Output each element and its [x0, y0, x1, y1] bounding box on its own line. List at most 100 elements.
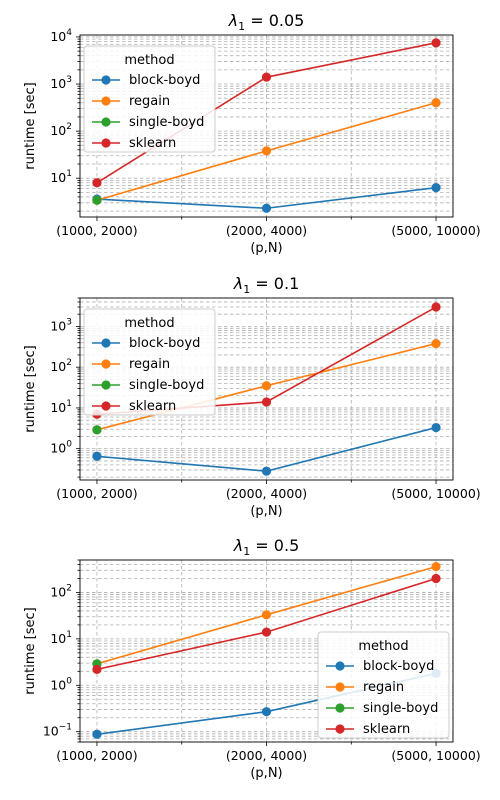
axes-frame: [79, 559, 454, 743]
chart-panel-3: (1000, 2000) (2000, 4000) (5000, 10000)10−…: [23, 536, 481, 781]
legend-marker: [101, 138, 111, 148]
title-subscript: 1: [243, 545, 250, 558]
legend-title: method: [124, 316, 174, 331]
y-tick-exponent: 3: [66, 317, 72, 327]
legend-box: [83, 45, 216, 153]
legend-marker: [101, 75, 111, 85]
x-tick-label: (2000, 4000): [226, 486, 307, 501]
y-axis-label: runtime [sec]: [23, 82, 38, 169]
legend-box: [317, 631, 450, 739]
data-point: [261, 466, 272, 476]
y-tick-label: 104: [50, 28, 72, 44]
y-tick-base: 10: [43, 724, 59, 739]
chart-panel-2: (1000, 2000) (2000, 4000) (5000, 10000)100…: [23, 274, 481, 519]
legend-entry-block-boyd: block-boyd: [92, 336, 200, 351]
title-rest: = 0.05: [245, 11, 304, 30]
data-point: [261, 397, 272, 407]
y-tick-exponent: −1: [59, 723, 72, 733]
y-tick-exponent: 0: [66, 676, 72, 686]
title-symbol: λ: [233, 536, 243, 555]
data-point: [92, 451, 102, 461]
y-tick-base: 10: [50, 631, 66, 646]
legend-label: regain: [129, 357, 170, 372]
y-tick-label: 103: [50, 75, 72, 91]
y-tick-label: 102: [50, 358, 72, 374]
legend-entry-single-boyd: single-boyd: [92, 378, 204, 393]
y-tick-base: 10: [50, 441, 66, 456]
legend-marker: [335, 703, 345, 713]
series-sklearn: [92, 573, 441, 674]
y-tick-exponent: 1: [66, 169, 72, 179]
data-point: [92, 178, 102, 188]
data-point: [431, 38, 441, 48]
y-axis-label: runtime [sec]: [23, 345, 38, 432]
y-tick-label: 100: [50, 440, 72, 456]
data-point: [431, 338, 441, 349]
legend-label: sklearn: [129, 136, 176, 151]
legend-entry-regain: regain: [92, 357, 170, 372]
data-point: [261, 203, 272, 213]
legend-label: regain: [363, 680, 404, 695]
legend: method block-boyd regain single-boyd sklearn: [83, 45, 216, 153]
legend-label: single-boyd: [129, 115, 204, 130]
legend-label: sklearn: [129, 399, 176, 414]
legend-entry-sklearn: sklearn: [92, 399, 176, 414]
legend-label: block-boyd: [363, 659, 434, 674]
y-tick-label: 102: [50, 122, 72, 138]
x-tick-label: (2000, 4000): [226, 223, 307, 238]
legend-label: sklearn: [363, 722, 410, 737]
grid: [80, 559, 453, 743]
y-tick-label: 103: [50, 317, 72, 333]
legend-marker: [101, 117, 111, 127]
y-tick-exponent: 1: [66, 630, 72, 640]
y-tick-base: 10: [50, 29, 66, 44]
y-tick-base: 10: [50, 123, 66, 138]
legend-entry-sklearn: sklearn: [326, 722, 410, 737]
data-point: [431, 302, 441, 312]
x-tick-label: (5000, 10000): [391, 223, 480, 238]
data-point: [261, 381, 272, 391]
legend-entry-block-boyd: block-boyd: [326, 659, 434, 674]
legend-marker: [335, 724, 345, 734]
legend-marker: [335, 682, 345, 692]
legend-title: method: [124, 53, 174, 68]
data-point: [431, 98, 441, 108]
series-single-boyd: [92, 425, 102, 435]
legend-marker: [101, 401, 111, 411]
legend-marker: [101, 380, 111, 390]
legend-label: block-boyd: [129, 336, 200, 351]
y-tick-base: 10: [50, 76, 66, 91]
legend-label: block-boyd: [129, 73, 200, 88]
data-point: [431, 573, 441, 584]
legend-entry-regain: regain: [92, 94, 170, 109]
data-point: [92, 729, 102, 739]
legend-entry-block-boyd: block-boyd: [92, 73, 200, 88]
y-tick-base: 10: [50, 170, 66, 185]
chart-title: λ1 = 0.1: [233, 274, 300, 296]
legend-entry-single-boyd: single-boyd: [92, 115, 204, 130]
y-tick-base: 10: [50, 677, 66, 692]
title-symbol: λ: [233, 274, 243, 293]
data-point: [261, 72, 272, 82]
data-point: [92, 664, 102, 674]
y-tick-base: 10: [50, 359, 66, 374]
legend-marker: [101, 96, 111, 106]
y-tick-exponent: 1: [66, 399, 72, 409]
x-tick-label: (1000, 2000): [56, 486, 137, 501]
data-point: [431, 183, 441, 193]
y-tick-exponent: 4: [66, 28, 72, 38]
y-tick-label: 102: [50, 583, 72, 599]
legend: method block-boyd regain single-boyd sklearn: [83, 308, 216, 416]
legend-label: single-boyd: [129, 378, 204, 393]
title-rest: = 0.5: [250, 536, 299, 555]
y-tick-label: 101: [50, 630, 72, 646]
legend: method block-boyd regain single-boyd sklearn: [317, 631, 450, 739]
x-tick-label: (5000, 10000): [391, 748, 480, 763]
x-tick-label: (2000, 4000): [226, 748, 307, 763]
y-tick-label: 101: [50, 399, 72, 415]
y-tick-exponent: 2: [66, 583, 72, 593]
legend-marker: [335, 661, 345, 671]
legend-marker: [101, 359, 111, 369]
y-tick-exponent: 2: [66, 122, 72, 132]
